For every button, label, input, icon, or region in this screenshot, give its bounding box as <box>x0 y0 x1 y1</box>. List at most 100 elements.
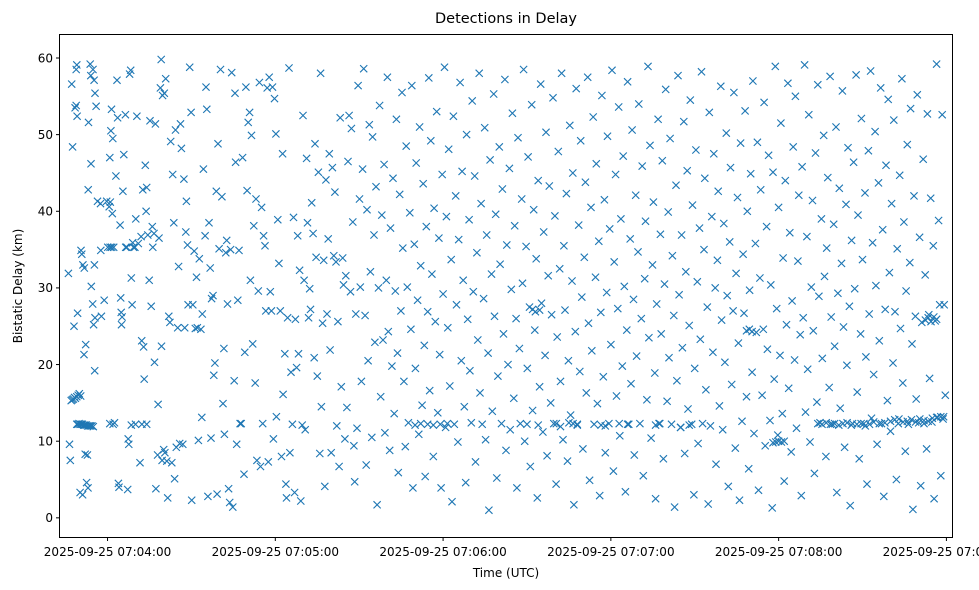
data-point <box>140 375 149 384</box>
data-point <box>67 80 76 89</box>
data-point <box>289 213 298 222</box>
data-point <box>118 187 127 196</box>
data-point <box>936 471 945 480</box>
data-point <box>484 506 493 515</box>
data-point <box>247 131 256 140</box>
data-point <box>412 159 421 167</box>
data-point <box>272 412 281 421</box>
data-point <box>903 140 912 149</box>
data-point <box>230 376 239 385</box>
data-point <box>919 155 928 164</box>
data-point <box>543 451 552 460</box>
data-point <box>244 118 253 127</box>
data-point <box>64 269 73 278</box>
data-point <box>106 243 115 252</box>
data-point <box>217 192 226 201</box>
data-point <box>508 109 517 118</box>
data-point <box>504 360 512 369</box>
data-point <box>90 260 99 269</box>
data-point <box>431 317 440 326</box>
data-point <box>481 435 490 444</box>
data-point <box>137 336 146 345</box>
data-point <box>358 165 367 174</box>
data-point <box>346 287 355 296</box>
data-point <box>727 380 736 389</box>
data-point <box>92 102 101 111</box>
data-point <box>450 420 459 429</box>
data-point <box>332 421 341 430</box>
data-point <box>198 310 207 318</box>
data-point <box>873 440 882 449</box>
data-point <box>556 377 565 386</box>
data-point <box>116 293 125 302</box>
data-point <box>938 110 947 119</box>
x-axis-label: Time (UTC) <box>472 566 539 580</box>
data-point <box>748 77 757 85</box>
data-point <box>534 176 543 185</box>
data-point <box>452 300 461 309</box>
data-point <box>432 107 441 116</box>
data-point <box>252 195 260 203</box>
data-point <box>419 179 428 188</box>
data-point <box>528 406 537 415</box>
data-point <box>619 152 628 161</box>
data-point <box>183 241 192 249</box>
data-point <box>760 98 769 107</box>
data-point <box>151 119 160 128</box>
data-point <box>644 333 653 342</box>
data-point <box>78 490 87 499</box>
data-point <box>197 413 206 422</box>
data-point <box>696 335 705 344</box>
data-point <box>71 103 80 112</box>
data-point <box>599 372 608 381</box>
data-point <box>380 428 389 437</box>
data-point <box>741 106 750 115</box>
data-point <box>392 115 401 124</box>
data-point <box>590 420 599 429</box>
data-point <box>810 469 819 478</box>
data-point <box>436 420 445 429</box>
data-point <box>606 340 615 349</box>
data-point <box>910 191 918 200</box>
data-point <box>863 480 871 489</box>
data-point <box>207 434 215 443</box>
data-point <box>514 133 522 142</box>
plot-frame <box>59 34 953 538</box>
data-point <box>240 470 248 479</box>
data-point <box>902 287 911 295</box>
data-point <box>246 276 255 285</box>
data-point <box>213 490 222 499</box>
data-point <box>929 241 938 250</box>
data-point <box>512 314 521 323</box>
data-point <box>895 171 904 180</box>
data-point <box>368 132 377 141</box>
data-point <box>793 257 802 266</box>
data-point <box>154 400 163 409</box>
data-point <box>565 121 574 130</box>
data-point <box>271 129 280 138</box>
data-point <box>437 483 446 492</box>
data-point <box>264 457 273 466</box>
data-point <box>84 483 92 492</box>
data-point <box>654 115 663 124</box>
data-point <box>674 71 682 80</box>
data-point <box>89 65 97 74</box>
data-point <box>818 354 827 363</box>
data-point <box>166 137 175 146</box>
data-point <box>748 368 757 377</box>
y-tick-label: 60 <box>38 51 53 65</box>
data-point <box>151 484 160 493</box>
data-point <box>788 296 797 305</box>
data-point <box>763 345 772 354</box>
data-point <box>593 399 602 408</box>
data-point <box>660 280 669 289</box>
data-point <box>718 425 727 434</box>
data-point <box>319 256 328 265</box>
data-point <box>178 440 187 449</box>
data-point <box>105 419 114 428</box>
data-point <box>840 443 849 452</box>
data-point <box>624 420 633 429</box>
data-point <box>531 307 540 316</box>
data-point <box>220 430 229 439</box>
